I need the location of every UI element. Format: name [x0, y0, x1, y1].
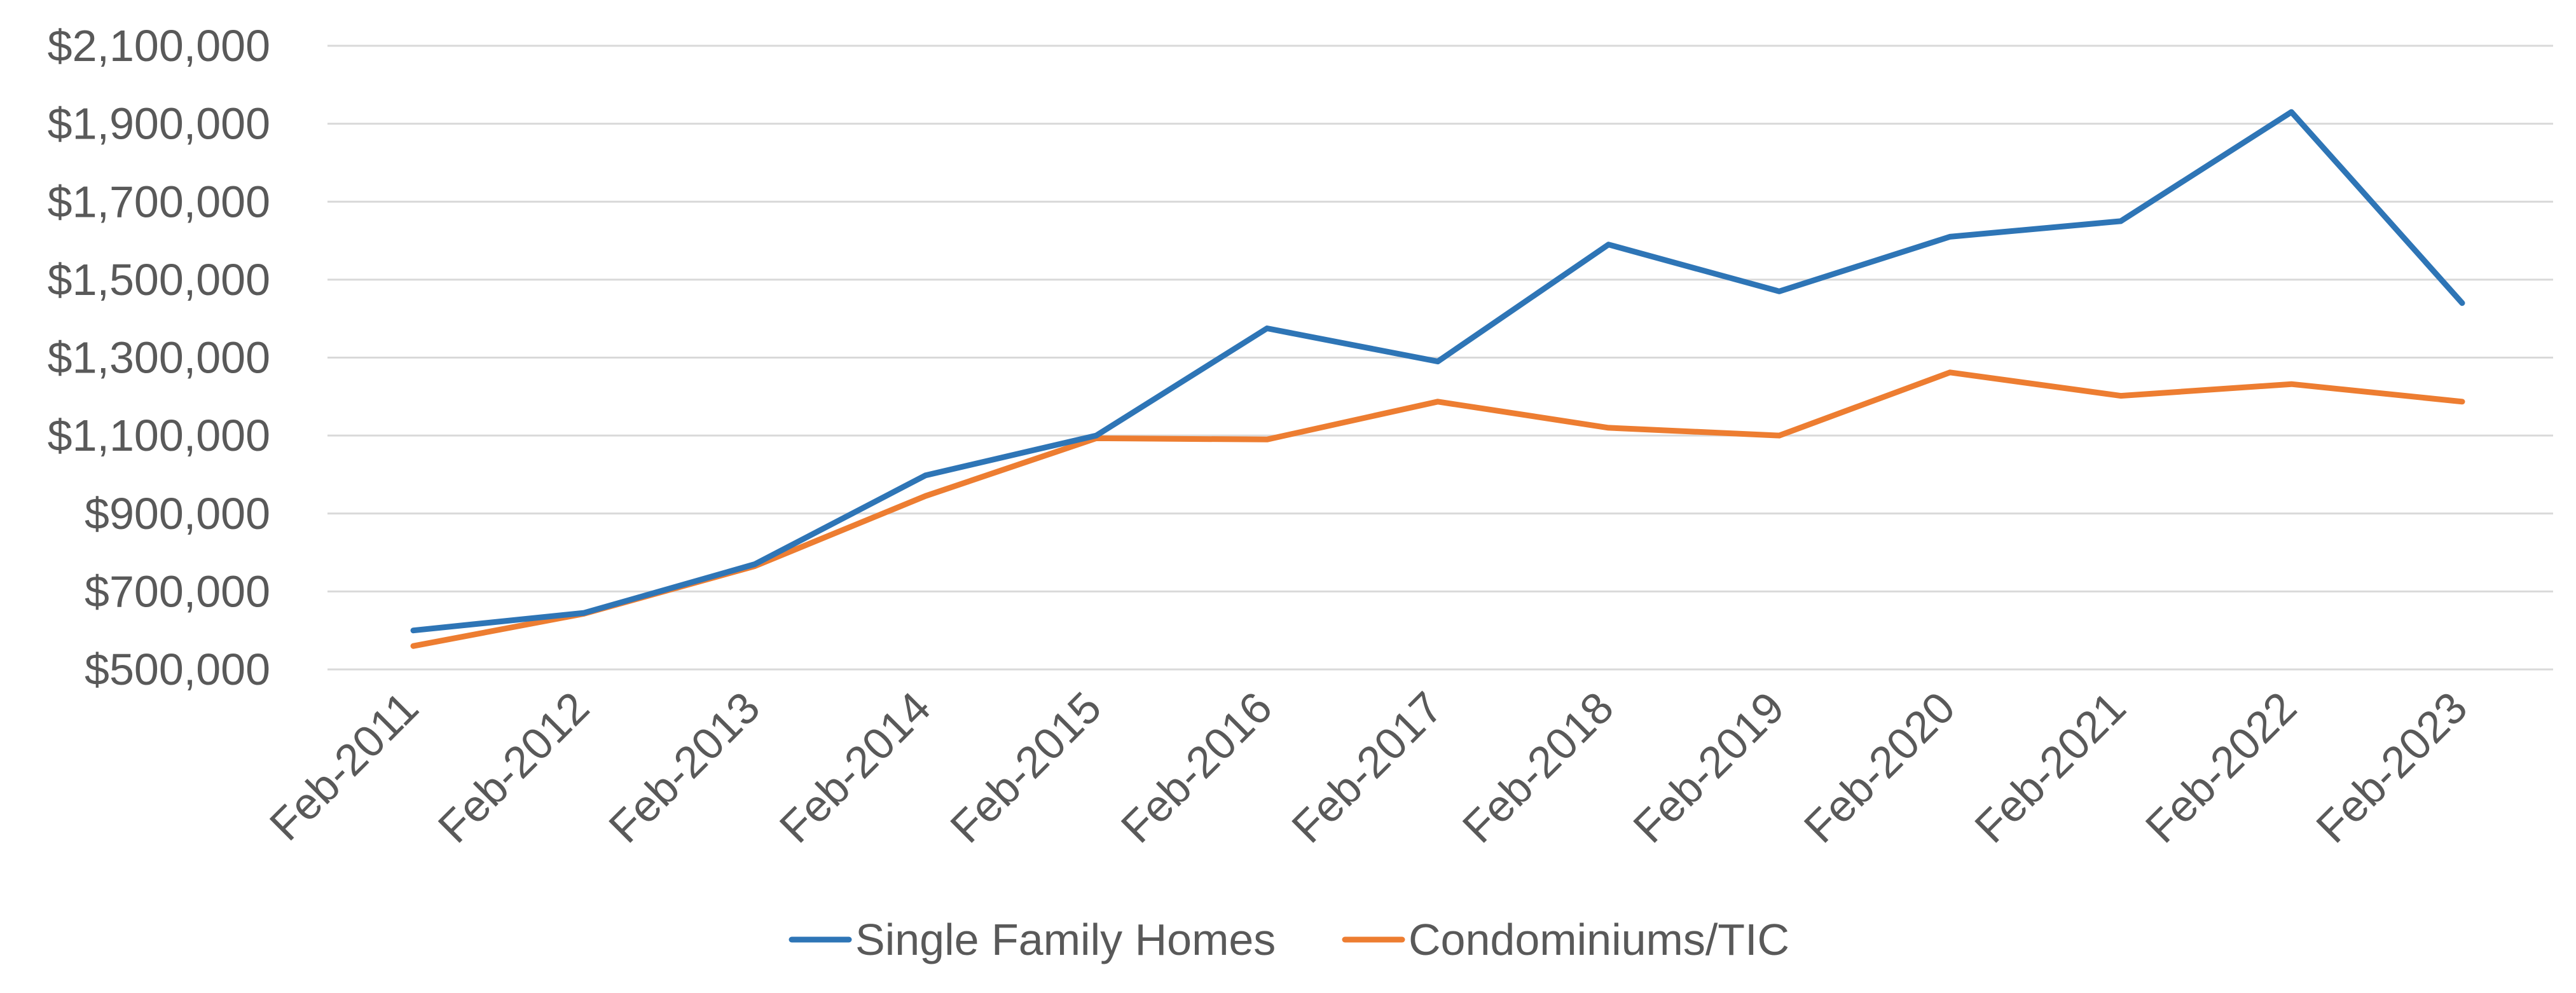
x-tick-label: Feb-2012 [429, 682, 598, 852]
legend-label: Single Family Homes [855, 915, 1276, 964]
x-tick-label: Feb-2023 [2307, 682, 2477, 852]
legend: Single Family Homes Condominiums/TIC [789, 915, 1789, 964]
y-tick-label: $700,000 [85, 566, 270, 616]
y-tick-label: $1,100,000 [48, 411, 270, 460]
y-tick-label: $1,300,000 [48, 333, 270, 383]
x-tick-label: Feb-2016 [1112, 682, 1281, 852]
x-tick-label: Feb-2011 [260, 682, 427, 849]
x-tick-label: Feb-2018 [1453, 682, 1623, 852]
y-tick-label: $900,000 [85, 489, 270, 538]
y-tick-label: $1,500,000 [48, 255, 270, 305]
series-line-condominiums-tic [410, 369, 2465, 649]
y-tick-label: $500,000 [85, 645, 270, 694]
y-tick-label: $1,900,000 [48, 99, 270, 149]
series-line-single-family-homes [410, 109, 2465, 634]
legend-label: Condominiums/TIC [1409, 915, 1789, 964]
x-tick-label: Feb-2017 [1283, 682, 1452, 852]
x-tick-label: Feb-2019 [1624, 682, 1794, 852]
x-tick-label: Feb-2013 [600, 682, 769, 852]
legend-item: Single Family Homes [789, 915, 1276, 964]
x-tick-label: Feb-2022 [2136, 682, 2306, 852]
x-tick-label: Feb-2020 [1794, 682, 1964, 852]
series-lines [410, 109, 2465, 649]
legend-item: Condominiums/TIC [1342, 915, 1789, 964]
y-tick-label: $2,100,000 [48, 21, 270, 71]
y-tick-label: $1,700,000 [48, 177, 270, 226]
x-axis-tick-labels: Feb-2011 Feb-2012 Feb-2013 Feb-2014 Feb-2015… [260, 682, 2476, 852]
x-tick-label: Feb-2015 [941, 682, 1111, 852]
x-tick-label: Feb-2021 [1966, 682, 2135, 852]
x-tick-label: Feb-2014 [770, 682, 940, 852]
y-axis-tick-labels: $500,000 $700,000 $900,000 $1,100,000 $1,300… [48, 21, 270, 694]
